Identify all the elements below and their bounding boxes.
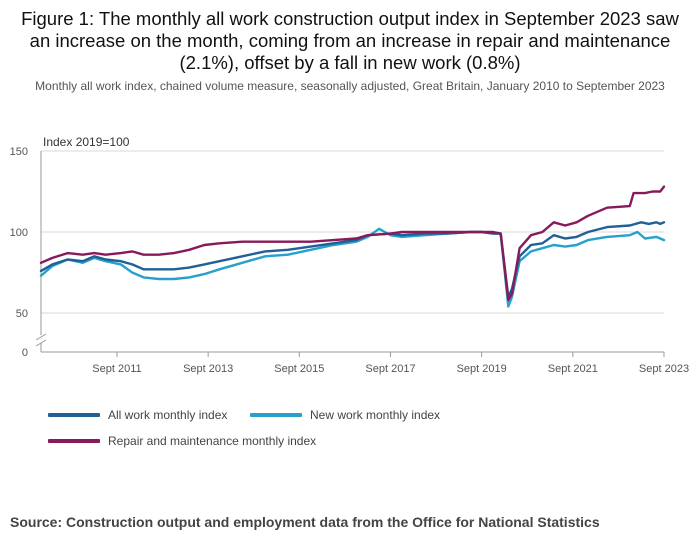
x-tick-label: Sept 2013 <box>183 363 233 375</box>
legend-swatch-all-work <box>48 413 100 417</box>
x-tick-label: Sept 2015 <box>274 363 324 375</box>
legend-item-all-work[interactable]: All work monthly index <box>48 408 227 422</box>
series-lines <box>39 185 666 308</box>
axis-break-mark <box>35 333 47 341</box>
legend-item-repair-maintenance[interactable]: Repair and maintenance monthly index <box>48 434 316 448</box>
y-tick-label-50: 50 <box>16 308 28 320</box>
legend-item-new-work[interactable]: New work monthly index <box>250 408 440 422</box>
axis-break-mark <box>35 339 47 347</box>
x-tick-label: Sept 2021 <box>548 363 598 375</box>
legend-swatch-new-work <box>250 413 302 417</box>
y-tick-label-150: 150 <box>10 146 28 158</box>
series-line-repair-maintenance <box>39 185 666 302</box>
series-line-all-work <box>39 221 666 298</box>
legend-label-all-work: All work monthly index <box>108 408 228 422</box>
chart-title: Figure 1: The monthly all work construct… <box>21 8 679 73</box>
gridlines <box>41 150 664 314</box>
y-tick-label-0: 0 <box>22 347 28 359</box>
x-axis: Sept 2011 Sept 2013 Sept 2015 Sept 2017 Sept… <box>41 351 689 375</box>
chart-subtitle: Monthly all work index, chained volume m… <box>35 79 665 93</box>
legend-swatch-repair-maintenance <box>48 439 100 443</box>
x-tick-label: Sept 2023 <box>639 363 689 375</box>
x-tick-label: Sept 2011 <box>92 363 141 375</box>
source-note: Source: Construction output and employme… <box>10 514 600 530</box>
y-axis: 0 50 100 150 Index 2019=100 <box>10 135 130 359</box>
y-axis-label: Index 2019=100 <box>43 135 130 149</box>
y-tick-label-100: 100 <box>10 227 28 239</box>
legend-label-new-work: New work monthly index <box>310 408 441 422</box>
legend-label-repair-maintenance: Repair and maintenance monthly index <box>108 434 317 448</box>
x-tick-label: Sept 2017 <box>365 363 415 375</box>
x-tick-label: Sept 2019 <box>457 363 507 375</box>
series-line-new-work <box>39 227 666 308</box>
